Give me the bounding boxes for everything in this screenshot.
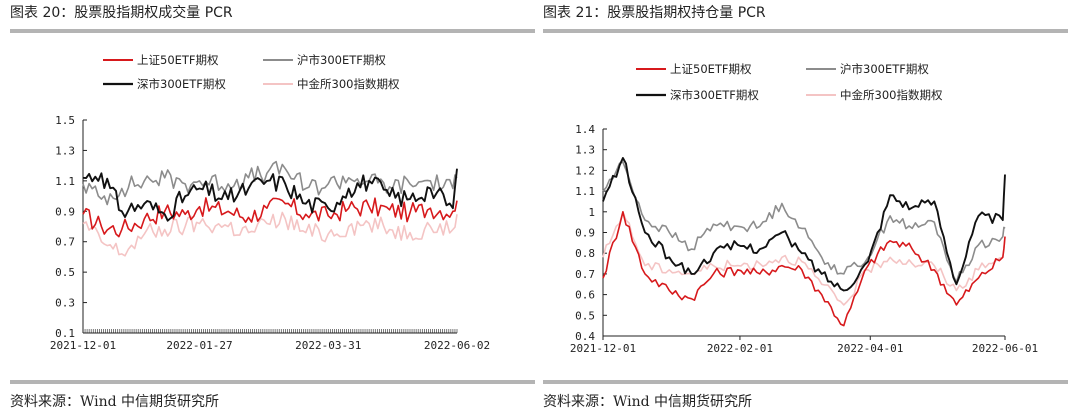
volume-pcr-line-chart: 0.1 0.3 0.5 0.7 0.9 1.1 1.3 1.5 2021-12-01 2022-0…: [50, 53, 490, 352]
y-tick-label: 0.8: [575, 247, 595, 260]
y-tick-label: 1.3: [55, 144, 75, 157]
bottom-rule: [10, 380, 535, 384]
legend-label: 中金所300指数期权: [297, 77, 400, 91]
x-tick-label: 2022-04-01: [837, 342, 903, 355]
chart-panel-open-interest-pcr: 图表 21：股票股指期权持仓量 PCR 0.4 0.5 0.6 0.7 0.8 0.9 1 1…: [543, 0, 1068, 415]
y-tick-label: 1.2: [575, 164, 595, 177]
series-line: [602, 211, 1006, 327]
top-rule: [10, 29, 535, 33]
chart-title: 图表 20：股票股指期权成交量 PCR: [10, 5, 233, 21]
chart-title: 图表 21：股票股指期权持仓量 PCR: [543, 5, 766, 21]
y-tick-label: 0.7: [575, 268, 595, 281]
y-tick-label: 1.3: [575, 144, 595, 157]
x-tick-label: 2022-01-27: [166, 339, 232, 352]
y-tick-label: 0.7: [55, 236, 75, 249]
y-tick-label: 0.1: [55, 327, 75, 340]
source-note: 资料来源：Wind 中信期货研究所: [10, 394, 220, 410]
source-note: 资料来源：Wind 中信期货研究所: [543, 394, 753, 410]
open-interest-pcr-line-chart: 0.4 0.5 0.6 0.7 0.8 0.9 1 1.1 1.2 1.3 1.4 2021-12-0…: [570, 62, 1038, 355]
series-line: [602, 211, 1006, 306]
bottom-rule: [543, 380, 1068, 384]
legend-label: 中金所300指数期权: [840, 88, 943, 102]
y-tick-label: 1: [588, 206, 595, 219]
series-line: [82, 168, 458, 222]
x-tick-label: 2022-03-31: [295, 339, 361, 352]
x-tick-label: 2021-12-01: [570, 342, 636, 355]
legend-label: 上证50ETF期权: [137, 53, 219, 67]
y-tick-label: 0.6: [575, 289, 595, 302]
x-tick-label: 2022-06-01: [972, 342, 1038, 355]
x-tick-label: 2022-02-01: [707, 342, 773, 355]
y-tick-label: 1.1: [575, 185, 595, 198]
legend-label: 深市300ETF期权: [670, 88, 759, 102]
y-tick-label: 0.5: [55, 266, 75, 279]
chart-panel-volume-pcr: 图表 20：股票股指期权成交量 PCR 0.1 0.3 0.5 0.7 0.9 1.1 1.…: [10, 0, 535, 415]
series-line: [602, 157, 1006, 292]
y-tick-label: 0.9: [575, 227, 595, 240]
top-rule: [543, 29, 1068, 33]
y-tick-label: 1.1: [55, 175, 75, 188]
x-tick-label: 2021-12-01: [50, 339, 116, 352]
legend-label: 沪市300ETF期权: [297, 53, 386, 67]
legend-label: 上证50ETF期权: [670, 62, 752, 76]
legend-label: 沪市300ETF期权: [840, 62, 929, 76]
y-tick-label: 1.4: [575, 123, 595, 136]
series-line: [82, 160, 458, 206]
y-tick-label: 1.5: [55, 114, 75, 127]
y-tick-label: 0.9: [55, 205, 75, 218]
series-line: [602, 161, 1006, 283]
series-line: [82, 211, 458, 257]
y-tick-label: 0.3: [55, 297, 75, 310]
x-tick-label: 2022-06-02: [424, 339, 490, 352]
series-line: [82, 197, 458, 238]
y-tick-label: 0.5: [575, 309, 595, 322]
y-tick-label: 0.4: [575, 330, 595, 343]
legend-label: 深市300ETF期权: [137, 77, 226, 91]
